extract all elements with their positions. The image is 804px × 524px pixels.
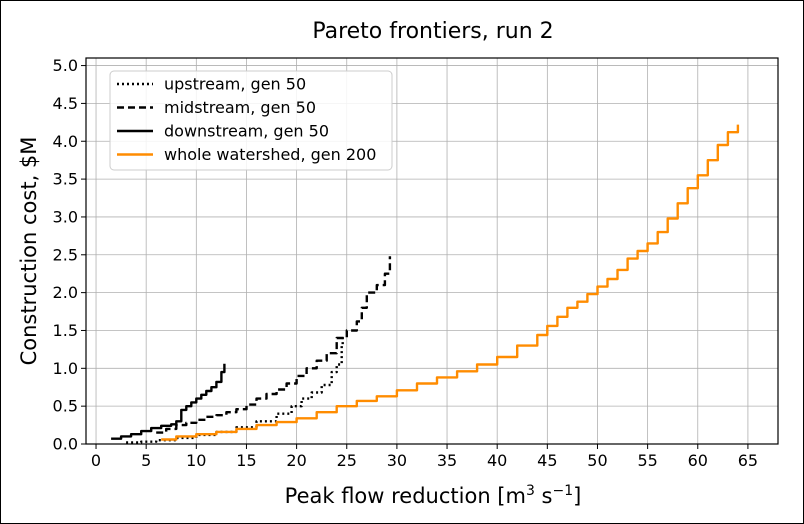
x-tick-label: 65	[738, 451, 758, 470]
y-tick-label: 1.0	[53, 359, 78, 378]
x-tick-label: 30	[387, 451, 407, 470]
x-tick-label: 60	[688, 451, 708, 470]
legend-label-1: upstream, gen 50	[164, 75, 306, 94]
series-line-4	[161, 124, 740, 441]
y-tick-label: 4.5	[53, 94, 78, 113]
legend-label-4: whole watershed, gen 200	[164, 145, 376, 164]
x-tick-label: 55	[637, 451, 657, 470]
y-tick-label: 4.0	[53, 132, 78, 151]
x-tick-label: 35	[437, 451, 457, 470]
y-tick-label: 1.5	[53, 321, 78, 340]
legend: upstream, gen 50 midstream, gen 50 downstr…	[109, 70, 393, 171]
y-tick-label: 3.5	[53, 170, 78, 189]
legend-label-3: downstream, gen 50	[164, 122, 329, 141]
x-tick-label: 20	[286, 451, 306, 470]
series-line-2	[156, 256, 392, 434]
y-tick-label: 2.0	[53, 283, 78, 302]
y-tick-label: 3.0	[53, 207, 78, 226]
x-tick-label: 45	[537, 451, 557, 470]
series-line-3	[111, 363, 226, 440]
y-axis-label: Construction cost, $M	[17, 137, 41, 366]
series-layer	[111, 124, 740, 444]
y-tick-label: 2.5	[53, 245, 78, 264]
x-ticks: 0 5 10 15 20 25 30 35 40 45 50 55 60 65	[91, 444, 758, 470]
x-tick-label: 10	[186, 451, 206, 470]
plot-border	[85, 57, 779, 445]
x-tick-label: 50	[587, 451, 607, 470]
x-axis-label: Peak flow reduction [m3 s−1]	[285, 483, 582, 508]
y-tick-label: 0.5	[53, 397, 78, 416]
legend-label-2: midstream, gen 50	[164, 98, 316, 117]
x-tick-label: 15	[236, 451, 256, 470]
chart-title: Pareto frontiers, run 2	[312, 19, 553, 44]
x-tick-label: 0	[91, 451, 101, 470]
y-tick-label: 0.0	[53, 435, 78, 454]
x-tick-label: 25	[337, 451, 357, 470]
y-tick-label: 5.0	[53, 56, 78, 75]
legend-box	[109, 70, 393, 171]
y-ticks: 0.0 0.5 1.0 1.5 2.0 2.5 3.0 3.5 4.0 4.5 5.0	[53, 56, 86, 454]
x-tick-label: 5	[141, 451, 151, 470]
x-tick-label: 40	[487, 451, 507, 470]
